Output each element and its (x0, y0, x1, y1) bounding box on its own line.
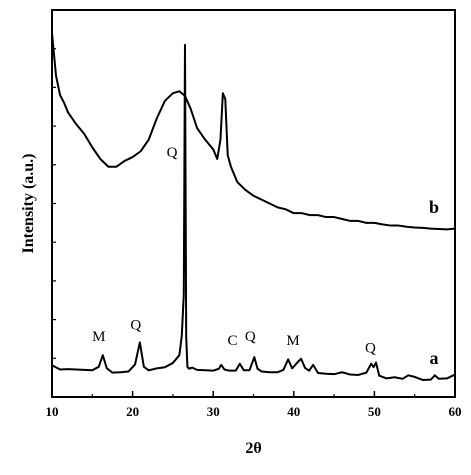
curve-label: b (429, 197, 439, 217)
x-tick-label: 30 (207, 404, 220, 419)
x-axis-label: 2θ (245, 440, 261, 457)
peak-annotation: M (92, 329, 105, 345)
curve-label: a (430, 348, 439, 368)
peak-annotation: C (228, 333, 238, 349)
peak-annotation: Q (167, 145, 178, 161)
peak-annotation: Q (245, 329, 256, 345)
peak-annotation: Q (365, 340, 376, 356)
x-tick-label: 60 (449, 404, 462, 419)
series-group (51, 33, 456, 381)
series-line-a (51, 43, 456, 381)
x-tick-label: 40 (287, 404, 300, 419)
series-line-b (51, 33, 456, 231)
y-axis-label: Intensity (a.u.) (20, 153, 37, 253)
peak-annotation: Q (130, 317, 141, 333)
ticks-group: 10 20 30 40 50 60 (46, 48, 462, 419)
x-tick-label: 50 (368, 404, 381, 419)
peak-annotation: M (286, 333, 299, 349)
x-tick-label: 20 (126, 404, 139, 419)
x-tick-label: 10 (46, 404, 59, 419)
